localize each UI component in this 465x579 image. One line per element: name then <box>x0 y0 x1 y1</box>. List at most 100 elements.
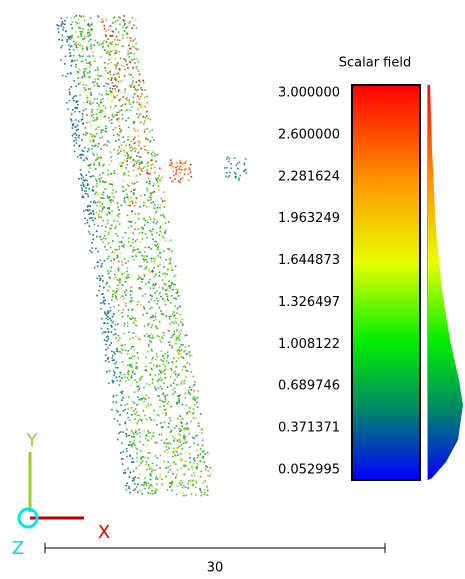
point <box>96 113 98 115</box>
point <box>239 162 241 164</box>
point <box>149 173 151 175</box>
point <box>171 490 173 492</box>
point <box>101 129 103 131</box>
point <box>144 397 146 399</box>
point <box>134 130 136 132</box>
point <box>124 273 126 275</box>
point <box>85 69 87 71</box>
point <box>175 167 177 169</box>
point <box>179 339 181 341</box>
point <box>99 285 101 287</box>
point <box>168 330 170 332</box>
point <box>164 396 166 398</box>
point <box>148 464 150 466</box>
point <box>125 98 127 100</box>
point <box>98 143 100 145</box>
point <box>186 428 188 430</box>
point <box>157 335 159 337</box>
point <box>110 173 112 175</box>
point <box>119 414 121 416</box>
point <box>134 121 136 123</box>
point <box>115 298 117 300</box>
point <box>120 297 122 299</box>
point <box>161 434 163 436</box>
point <box>127 51 129 53</box>
point <box>132 102 134 104</box>
point <box>181 169 183 171</box>
point <box>177 454 179 456</box>
point <box>147 169 149 171</box>
point <box>186 334 188 336</box>
point <box>143 430 145 432</box>
point <box>124 23 126 25</box>
point <box>159 264 161 266</box>
point <box>156 457 158 459</box>
point <box>95 145 97 147</box>
point <box>72 135 74 137</box>
point <box>124 405 126 407</box>
y-axis-label: Y <box>26 430 39 451</box>
point <box>90 201 92 203</box>
point <box>180 314 182 316</box>
point <box>174 453 176 455</box>
point <box>101 211 103 213</box>
point <box>139 251 141 253</box>
point <box>125 27 127 29</box>
point <box>126 277 128 279</box>
point <box>122 264 124 266</box>
point <box>124 258 126 260</box>
point <box>174 297 176 299</box>
point <box>119 380 121 382</box>
point <box>174 455 176 457</box>
point <box>93 164 95 166</box>
point <box>83 74 85 76</box>
point <box>123 150 125 152</box>
point <box>73 49 75 51</box>
point <box>167 489 169 491</box>
point <box>87 49 89 51</box>
point <box>137 414 139 416</box>
point <box>107 310 109 312</box>
point <box>87 206 89 208</box>
point <box>103 116 105 118</box>
point <box>155 212 157 214</box>
point <box>144 166 146 168</box>
point <box>198 423 200 425</box>
point <box>92 109 94 111</box>
point <box>84 190 86 192</box>
point <box>104 303 106 305</box>
point <box>154 260 156 262</box>
point <box>138 399 140 401</box>
point <box>110 270 112 272</box>
point <box>82 195 84 197</box>
point <box>194 475 196 477</box>
point <box>160 215 162 217</box>
point <box>79 111 81 113</box>
point <box>175 266 177 268</box>
point <box>179 346 181 348</box>
point <box>122 272 124 274</box>
point <box>70 46 72 48</box>
point <box>132 83 134 85</box>
point <box>128 157 130 159</box>
point <box>122 118 124 120</box>
point <box>138 477 140 479</box>
point <box>92 220 94 222</box>
point <box>157 395 159 397</box>
point <box>144 97 146 99</box>
point <box>98 164 100 166</box>
point <box>85 127 87 129</box>
point <box>134 53 136 55</box>
point <box>118 340 120 342</box>
point <box>91 145 93 147</box>
point <box>207 475 209 477</box>
point <box>147 102 149 104</box>
point <box>146 188 148 190</box>
point <box>125 232 127 234</box>
point <box>85 108 87 110</box>
point <box>120 253 122 255</box>
point <box>152 357 154 359</box>
point <box>115 367 117 369</box>
point <box>137 68 139 70</box>
point <box>95 178 97 180</box>
